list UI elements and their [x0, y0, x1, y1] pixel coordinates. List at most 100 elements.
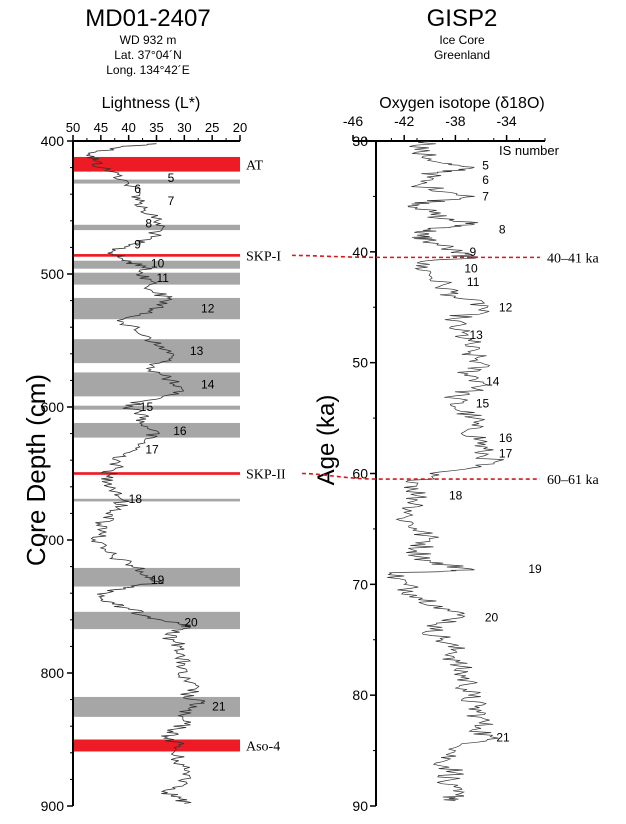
right-is-label: 8: [499, 223, 506, 237]
right-is-label: 10: [464, 261, 478, 275]
left-ylabel: Core Depth (cm): [21, 374, 51, 566]
tephra-label: SKP-II: [246, 468, 286, 483]
left-is-label: 19: [151, 573, 165, 587]
right-ylabel: Age (ka): [313, 395, 340, 486]
left-y-tick-label: 900: [41, 798, 65, 814]
left-is-label: 16: [173, 424, 187, 438]
right-is-label: 17: [499, 447, 513, 461]
left-is-label: 7: [168, 194, 175, 208]
gray-band: [73, 405, 240, 410]
right-is-label: 18: [449, 489, 463, 503]
right-x-tick-label: -34: [496, 113, 516, 129]
left-x-tick-label: 30: [177, 120, 191, 135]
right-is-label: 15: [476, 397, 490, 411]
right-is-label: 19: [528, 562, 542, 576]
right-x-tick-label: -38: [445, 113, 465, 129]
tephra-label: AT: [246, 158, 264, 173]
right-y-tick-label: 40: [352, 244, 368, 260]
right-xticks: -46 -42 -38 -34: [343, 113, 517, 129]
left-y-tick-label: 500: [41, 266, 65, 282]
left-x-tick-label: 20: [233, 120, 247, 135]
tephra-label: Aso-4: [246, 739, 280, 754]
left-is-label: 18: [129, 492, 143, 506]
red-band: [73, 254, 240, 257]
tie-label: 40–41 ka: [547, 251, 600, 266]
right-y-tick-label: 80: [352, 687, 368, 703]
left-title: MD01-2407: [85, 5, 210, 32]
gray-band: [73, 422, 240, 438]
isotope-line: [387, 140, 504, 801]
tephra-label: SKP-I: [246, 249, 281, 264]
tie-line: [291, 254, 540, 259]
left-xticks: 50 45 40 35 30 25 20: [66, 120, 247, 135]
left-is-label: 17: [145, 443, 159, 457]
right-is-label: 12: [499, 300, 513, 314]
right-is-label: 21: [496, 730, 510, 744]
lightness-line: [86, 143, 206, 804]
left-subtitle-line: Long. 134°42´E: [106, 63, 190, 77]
gray-band: [73, 179, 240, 184]
gray-band: [73, 567, 240, 587]
gray-band: [73, 696, 240, 717]
gray-band: [73, 297, 240, 320]
right-is-label: 11: [467, 275, 480, 289]
right-y-tick-label: 70: [352, 576, 368, 592]
left-is-label: 15: [140, 400, 154, 414]
right-x-tick-label: -42: [394, 113, 414, 129]
left-is-label: 21: [212, 699, 226, 713]
left-series: [86, 143, 206, 804]
left-is-label: 6: [134, 182, 141, 196]
left-x-tick-label: 50: [66, 120, 80, 135]
left-is-label: 5: [168, 171, 175, 185]
left-bands: [73, 156, 240, 752]
right-x-tick-label: -46: [343, 113, 363, 129]
left-is-label: 13: [190, 344, 204, 358]
left-axes: 400 500 600 700 800 900: [41, 133, 241, 814]
right-axes: 30 40 50 60 70 80 90: [352, 133, 546, 814]
gray-band: [73, 272, 240, 285]
left-is-label: 20: [184, 615, 198, 629]
right-subtitle-line: Ice Core: [439, 33, 485, 47]
left-is-label: 8: [145, 216, 152, 230]
left-is-label: 10: [151, 256, 165, 270]
tie-line: [301, 472, 540, 480]
gray-band: [73, 498, 240, 502]
tephra-labels: AT SKP-I SKP-II Aso-4: [246, 158, 286, 754]
right-series: [387, 140, 504, 801]
left-y-tick-label: 800: [41, 665, 65, 681]
right-xlabel: Oxygen isotope (δ18O): [379, 95, 544, 112]
left-is-label: 11: [157, 271, 170, 285]
left-x-tick-label: 25: [205, 120, 219, 135]
red-band: [73, 156, 240, 172]
gray-band: [73, 372, 240, 397]
right-y-tick-label: 90: [352, 798, 368, 814]
right-is-label: 7: [482, 189, 489, 203]
left-is-label: 12: [201, 302, 215, 316]
right-is-label: 6: [482, 173, 489, 187]
gray-band: [73, 611, 240, 630]
red-band: [73, 472, 240, 475]
left-subtitle-line: WD 932 m: [120, 33, 177, 47]
left-subtitle-line: Lat. 37°04´N: [114, 48, 182, 62]
red-band: [73, 739, 240, 752]
left-y-tick-label: 400: [41, 133, 65, 149]
left-x-tick-label: 45: [94, 120, 108, 135]
left-xlabel: Lightness (L*): [102, 95, 201, 112]
right-is-label: 9: [469, 245, 476, 259]
left-is-label: 9: [134, 238, 141, 252]
right-y-tick-label: 60: [352, 466, 368, 482]
left-x-tick-label: 35: [149, 120, 163, 135]
tie-lines: 40–41 ka 60–61 ka: [291, 251, 600, 488]
right-is-label: 20: [485, 611, 499, 625]
gray-band: [73, 339, 240, 364]
gray-band: [73, 224, 240, 231]
left-is-label: 14: [201, 377, 215, 391]
tie-label: 60–61 ka: [547, 473, 600, 488]
right-y-tick-label: 30: [352, 133, 368, 149]
right-subtitle-line: Greenland: [434, 48, 490, 62]
